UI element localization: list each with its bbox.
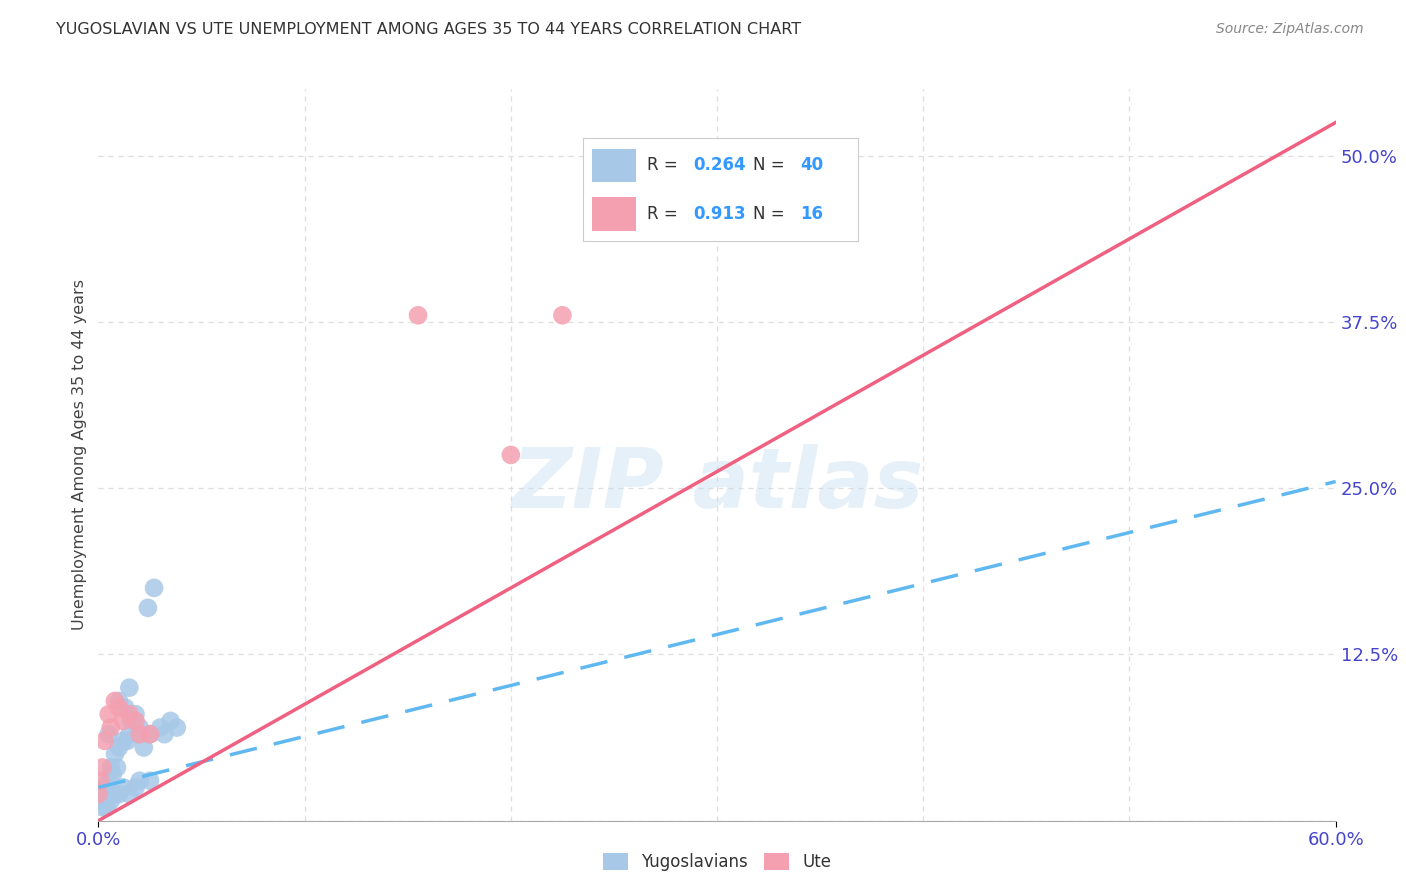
- Point: [124, 714, 146, 728]
- Point: [101, 767, 124, 781]
- Point: [96, 800, 118, 814]
- Point: [87, 787, 110, 801]
- Point: [97, 707, 120, 722]
- Bar: [592, 149, 636, 182]
- Point: [132, 740, 155, 755]
- Text: 40: 40: [800, 156, 823, 175]
- Text: R =: R =: [647, 204, 678, 223]
- Point: [153, 727, 176, 741]
- Point: [139, 773, 162, 788]
- Point: [128, 721, 150, 735]
- Legend: Yugoslavians, Ute: Yugoslavians, Ute: [596, 847, 838, 878]
- Point: [112, 780, 135, 795]
- Point: [118, 727, 141, 741]
- Point: [166, 721, 188, 735]
- Point: [149, 721, 172, 735]
- Text: N =: N =: [754, 204, 785, 223]
- Point: [100, 721, 122, 735]
- Point: [104, 747, 127, 761]
- Point: [128, 773, 150, 788]
- Point: [139, 727, 162, 741]
- Point: [159, 714, 181, 728]
- Point: [118, 707, 141, 722]
- Text: ZIP atlas: ZIP atlas: [510, 443, 924, 524]
- Point: [108, 694, 131, 708]
- Point: [118, 681, 141, 695]
- Text: YUGOSLAVIAN VS UTE UNEMPLOYMENT AMONG AGES 35 TO 44 YEARS CORRELATION CHART: YUGOSLAVIAN VS UTE UNEMPLOYMENT AMONG AG…: [56, 22, 801, 37]
- Point: [93, 734, 115, 748]
- Point: [108, 700, 131, 714]
- Point: [128, 727, 150, 741]
- Point: [97, 773, 120, 788]
- Point: [118, 787, 141, 801]
- Text: R =: R =: [647, 156, 678, 175]
- Point: [105, 760, 128, 774]
- Text: Source: ZipAtlas.com: Source: ZipAtlas.com: [1216, 22, 1364, 37]
- Text: 0.264: 0.264: [693, 156, 745, 175]
- Y-axis label: Unemployment Among Ages 35 to 44 years: Unemployment Among Ages 35 to 44 years: [72, 279, 87, 631]
- Point: [100, 760, 122, 774]
- Point: [406, 308, 429, 322]
- Point: [91, 760, 114, 774]
- Point: [127, 727, 149, 741]
- Point: [120, 714, 142, 728]
- Text: N =: N =: [754, 156, 785, 175]
- Point: [89, 773, 111, 788]
- Point: [97, 727, 120, 741]
- Point: [117, 734, 139, 748]
- Point: [114, 700, 136, 714]
- Point: [87, 787, 110, 801]
- Point: [89, 794, 111, 808]
- Point: [100, 794, 122, 808]
- Point: [143, 581, 166, 595]
- Point: [91, 787, 114, 801]
- Point: [104, 787, 127, 801]
- Point: [108, 787, 131, 801]
- Text: 0.913: 0.913: [693, 204, 745, 223]
- Point: [104, 694, 127, 708]
- Text: 16: 16: [800, 204, 823, 223]
- Point: [93, 780, 115, 795]
- Bar: [592, 197, 636, 230]
- Point: [136, 600, 159, 615]
- Point: [124, 780, 146, 795]
- Point: [108, 740, 131, 755]
- Point: [139, 727, 162, 741]
- Point: [96, 780, 118, 795]
- Point: [112, 714, 135, 728]
- Point: [112, 734, 135, 748]
- Point: [499, 448, 522, 462]
- Point: [91, 800, 114, 814]
- Point: [124, 707, 146, 722]
- Point: [551, 308, 574, 322]
